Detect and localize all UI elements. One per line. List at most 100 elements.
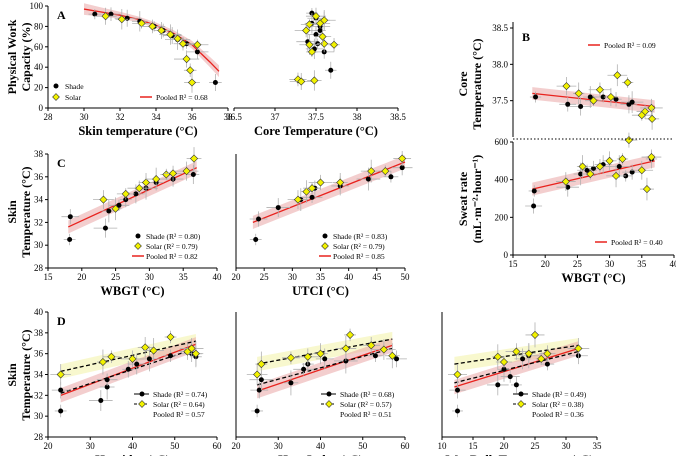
shade-point bbox=[388, 174, 394, 180]
y-axis-title: CoreTemperature (°C) bbox=[456, 38, 484, 129]
y-tick-label: 28 bbox=[34, 432, 44, 442]
shade-point bbox=[513, 382, 519, 388]
solar-point bbox=[318, 32, 327, 41]
shade-point bbox=[58, 408, 64, 414]
legend-shade-text: Shade (R² = 0.80) bbox=[146, 232, 201, 241]
shade-point bbox=[501, 366, 507, 372]
y-tick-label: 200 bbox=[495, 212, 509, 222]
shade-point bbox=[399, 165, 405, 171]
series-solar bbox=[287, 150, 412, 210]
x-axis-title: WBGT (°C) bbox=[561, 271, 625, 285]
shade-point bbox=[565, 101, 571, 107]
series-solar bbox=[448, 322, 590, 385]
solar-point bbox=[166, 332, 175, 342]
x-tick-label: 20 bbox=[232, 272, 242, 282]
shade-point bbox=[455, 408, 460, 414]
y-axis-title-line: Temperature (°C) bbox=[470, 38, 484, 129]
solar-point bbox=[107, 352, 116, 361]
y-tick-label: 0 bbox=[504, 250, 509, 260]
x-tick-label: 25 bbox=[531, 441, 541, 451]
x-tick-label: 30 bbox=[80, 112, 90, 122]
solar-fit-line bbox=[60, 340, 197, 373]
solar-point bbox=[302, 26, 311, 35]
x-axis-title: WBGT (°C) bbox=[100, 284, 164, 298]
shade-point bbox=[616, 163, 622, 169]
legend-shade-marker bbox=[326, 391, 332, 397]
solar-point bbox=[499, 357, 509, 367]
shade-point bbox=[531, 203, 537, 209]
solar-point bbox=[178, 39, 188, 48]
y-axis-title: Physical WorkCapacity (%) bbox=[5, 19, 33, 94]
legend-shade-marker bbox=[139, 391, 145, 397]
legend-D3: Shade (R² = 0.49)Solar (R² = 0.38)Pooled… bbox=[513, 390, 587, 419]
legend-A1: Shade Solar Pooled R² = 0.68 bbox=[52, 82, 208, 102]
axes-A1: 28 30 32 34 36 38 0 20 40 60 80 100 Skin temperature… bbox=[5, 1, 233, 138]
solar-point bbox=[623, 78, 632, 87]
axes-D3: 10 15 20 25 30 35Wet Bulb Temperature (°C) bbox=[438, 312, 602, 456]
shade-point bbox=[275, 205, 281, 211]
solar-point bbox=[524, 349, 533, 358]
solar-point bbox=[189, 154, 199, 163]
shade-point bbox=[394, 356, 400, 362]
shade-point bbox=[190, 172, 196, 178]
series-shade bbox=[51, 345, 203, 418]
solar-point bbox=[612, 171, 621, 180]
solar-point bbox=[101, 12, 110, 21]
solar-point bbox=[320, 16, 329, 25]
x-tick-label: 50 bbox=[170, 441, 180, 451]
x-tick-label: 40 bbox=[344, 272, 354, 282]
y-tick-label: 40 bbox=[34, 307, 44, 317]
x-tick-label: 37 bbox=[271, 112, 281, 122]
solar-point bbox=[316, 178, 325, 187]
shade-point bbox=[116, 202, 122, 208]
y-tick-label: 38.5 bbox=[492, 23, 508, 33]
axes-D1: 20 30 40 50 60 28 30 32 34 36 38 40 Humidex (°C) Skin… bbox=[5, 307, 222, 456]
y-axis-title: SkinTemperature (°C) bbox=[5, 166, 33, 257]
solar-point bbox=[595, 85, 604, 94]
x-tick-label: 35 bbox=[637, 259, 647, 269]
solar-point bbox=[182, 167, 191, 176]
x-tick-label: 40 bbox=[128, 441, 138, 451]
x-tick-label: 20 bbox=[232, 441, 242, 451]
shade-point bbox=[256, 387, 262, 393]
solar-point bbox=[152, 175, 161, 184]
solar-point bbox=[169, 169, 178, 178]
solar-point bbox=[257, 360, 266, 369]
x-tick-label: 30 bbox=[145, 272, 155, 282]
x-tick-label: 28 bbox=[44, 112, 54, 122]
solar-point bbox=[647, 103, 656, 112]
shade-point bbox=[125, 366, 131, 372]
shade-point bbox=[365, 176, 371, 182]
x-axis-title: Wet Bulb Temperature (°C) bbox=[445, 453, 593, 456]
x-tick-label: 34 bbox=[152, 112, 162, 122]
solar-point bbox=[310, 76, 319, 85]
x-tick-label: 25 bbox=[111, 272, 121, 282]
y-tick-label: 30 bbox=[34, 411, 44, 421]
solar-point bbox=[307, 47, 316, 56]
shade-point bbox=[322, 356, 328, 362]
solar-point bbox=[648, 114, 657, 123]
x-tick-label: 30 bbox=[86, 441, 96, 451]
panel-label-B: B bbox=[522, 30, 530, 44]
legend-B1: Pooled R² = 0.09 bbox=[588, 41, 656, 50]
shade-point bbox=[67, 237, 73, 242]
solar-point bbox=[336, 178, 345, 187]
solar-point bbox=[149, 346, 158, 355]
y-axis-title-line: Capacity (%) bbox=[19, 23, 33, 92]
shade-point bbox=[104, 384, 110, 390]
solar-point bbox=[302, 187, 311, 196]
y-tick-label: 20 bbox=[34, 83, 44, 93]
solar-point bbox=[305, 40, 314, 49]
y-tick-label: 36 bbox=[34, 172, 44, 182]
shade-point bbox=[531, 188, 537, 194]
solar-point bbox=[320, 39, 329, 48]
solar-point bbox=[293, 195, 302, 204]
solar-fit-line bbox=[454, 344, 579, 365]
solar-point bbox=[341, 344, 350, 353]
solar-point bbox=[187, 78, 197, 87]
y-tick-label: 28 bbox=[34, 263, 44, 273]
solar-point bbox=[117, 15, 126, 24]
shade-point bbox=[288, 380, 294, 386]
axes-B2: 1520253035400200400600WBGT (°C)Sweat rat… bbox=[456, 137, 676, 285]
shade-point bbox=[104, 377, 110, 383]
